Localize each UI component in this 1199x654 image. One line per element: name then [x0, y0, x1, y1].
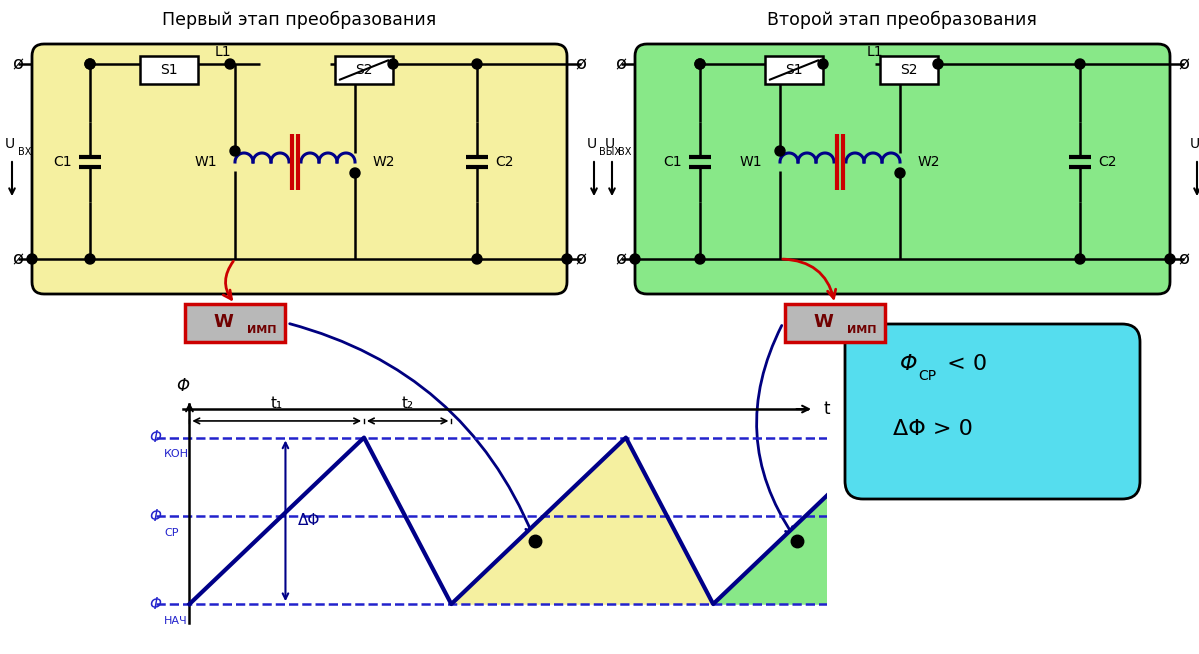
Text: W: W: [813, 313, 833, 331]
Polygon shape: [451, 438, 713, 604]
Bar: [185, 304, 285, 342]
Text: ИМП: ИМП: [247, 325, 277, 335]
Text: C2: C2: [1098, 155, 1116, 169]
Text: U: U: [1189, 137, 1199, 151]
Text: W1: W1: [740, 155, 763, 169]
Text: U: U: [605, 137, 615, 151]
Text: Первый этап преобразования: Первый этап преобразования: [162, 11, 436, 29]
Circle shape: [1076, 59, 1085, 69]
Text: Φ: Φ: [176, 377, 189, 395]
Polygon shape: [713, 438, 975, 604]
Text: НАЧ: НАЧ: [164, 615, 187, 626]
Text: C2: C2: [495, 155, 513, 169]
Circle shape: [388, 59, 398, 69]
Text: КОН: КОН: [164, 449, 189, 459]
Text: C1: C1: [54, 155, 72, 169]
Bar: [765, 56, 823, 84]
Text: t₂: t₂: [402, 396, 414, 411]
Circle shape: [933, 59, 942, 69]
Circle shape: [350, 168, 360, 178]
Circle shape: [472, 59, 482, 69]
Circle shape: [695, 254, 705, 264]
Text: ø: ø: [1179, 55, 1189, 73]
Text: L1: L1: [867, 45, 884, 59]
Circle shape: [894, 168, 905, 178]
Text: ø: ø: [615, 55, 627, 73]
Circle shape: [775, 146, 785, 156]
Text: Второй этап преобразования: Второй этап преобразования: [767, 11, 1037, 29]
Circle shape: [562, 254, 572, 264]
Text: U: U: [588, 137, 597, 151]
Circle shape: [225, 59, 235, 69]
Circle shape: [1076, 254, 1085, 264]
Text: t: t: [824, 400, 831, 418]
Text: ø: ø: [1179, 250, 1189, 268]
Text: ВЫХ: ВЫХ: [600, 147, 621, 157]
Text: S2: S2: [900, 63, 917, 77]
Bar: [140, 56, 198, 84]
Text: ø: ø: [12, 250, 24, 268]
Circle shape: [230, 146, 240, 156]
FancyBboxPatch shape: [635, 44, 1170, 294]
Text: ΔΦ > 0: ΔΦ > 0: [893, 419, 972, 439]
Text: ИМП: ИМП: [846, 325, 876, 335]
Text: ø: ø: [576, 250, 586, 268]
Text: W2: W2: [918, 155, 940, 169]
Text: S2: S2: [355, 63, 373, 77]
Text: Φ: Φ: [900, 354, 917, 374]
Text: W1: W1: [194, 155, 217, 169]
Bar: [335, 56, 393, 84]
Text: W: W: [213, 313, 233, 331]
Text: L1: L1: [215, 45, 231, 59]
Circle shape: [28, 254, 37, 264]
Text: ΔΦ: ΔΦ: [297, 513, 320, 528]
Text: t₁: t₁: [271, 396, 283, 411]
FancyBboxPatch shape: [845, 324, 1140, 499]
Text: СР: СР: [164, 528, 179, 538]
Bar: [880, 56, 938, 84]
Text: U: U: [5, 137, 16, 151]
Text: Φ: Φ: [149, 509, 161, 524]
Text: ВХ: ВХ: [18, 147, 31, 157]
Text: ø: ø: [615, 250, 627, 268]
Text: S1: S1: [161, 63, 177, 77]
FancyBboxPatch shape: [32, 44, 567, 294]
Text: Φ: Φ: [149, 596, 161, 611]
Text: C1: C1: [663, 155, 682, 169]
Text: СР: СР: [918, 369, 936, 383]
Bar: [785, 304, 885, 342]
Text: ø: ø: [576, 55, 586, 73]
Circle shape: [472, 254, 482, 264]
Circle shape: [629, 254, 640, 264]
Text: < 0: < 0: [940, 354, 987, 374]
Text: W2: W2: [373, 155, 396, 169]
Circle shape: [85, 254, 95, 264]
Circle shape: [818, 59, 829, 69]
Circle shape: [85, 59, 95, 69]
Text: S1: S1: [785, 63, 803, 77]
Text: Φ: Φ: [149, 430, 161, 445]
Text: ø: ø: [12, 55, 24, 73]
Circle shape: [1165, 254, 1175, 264]
Circle shape: [85, 59, 95, 69]
Text: ВХ: ВХ: [617, 147, 632, 157]
Circle shape: [695, 59, 705, 69]
Circle shape: [695, 59, 705, 69]
